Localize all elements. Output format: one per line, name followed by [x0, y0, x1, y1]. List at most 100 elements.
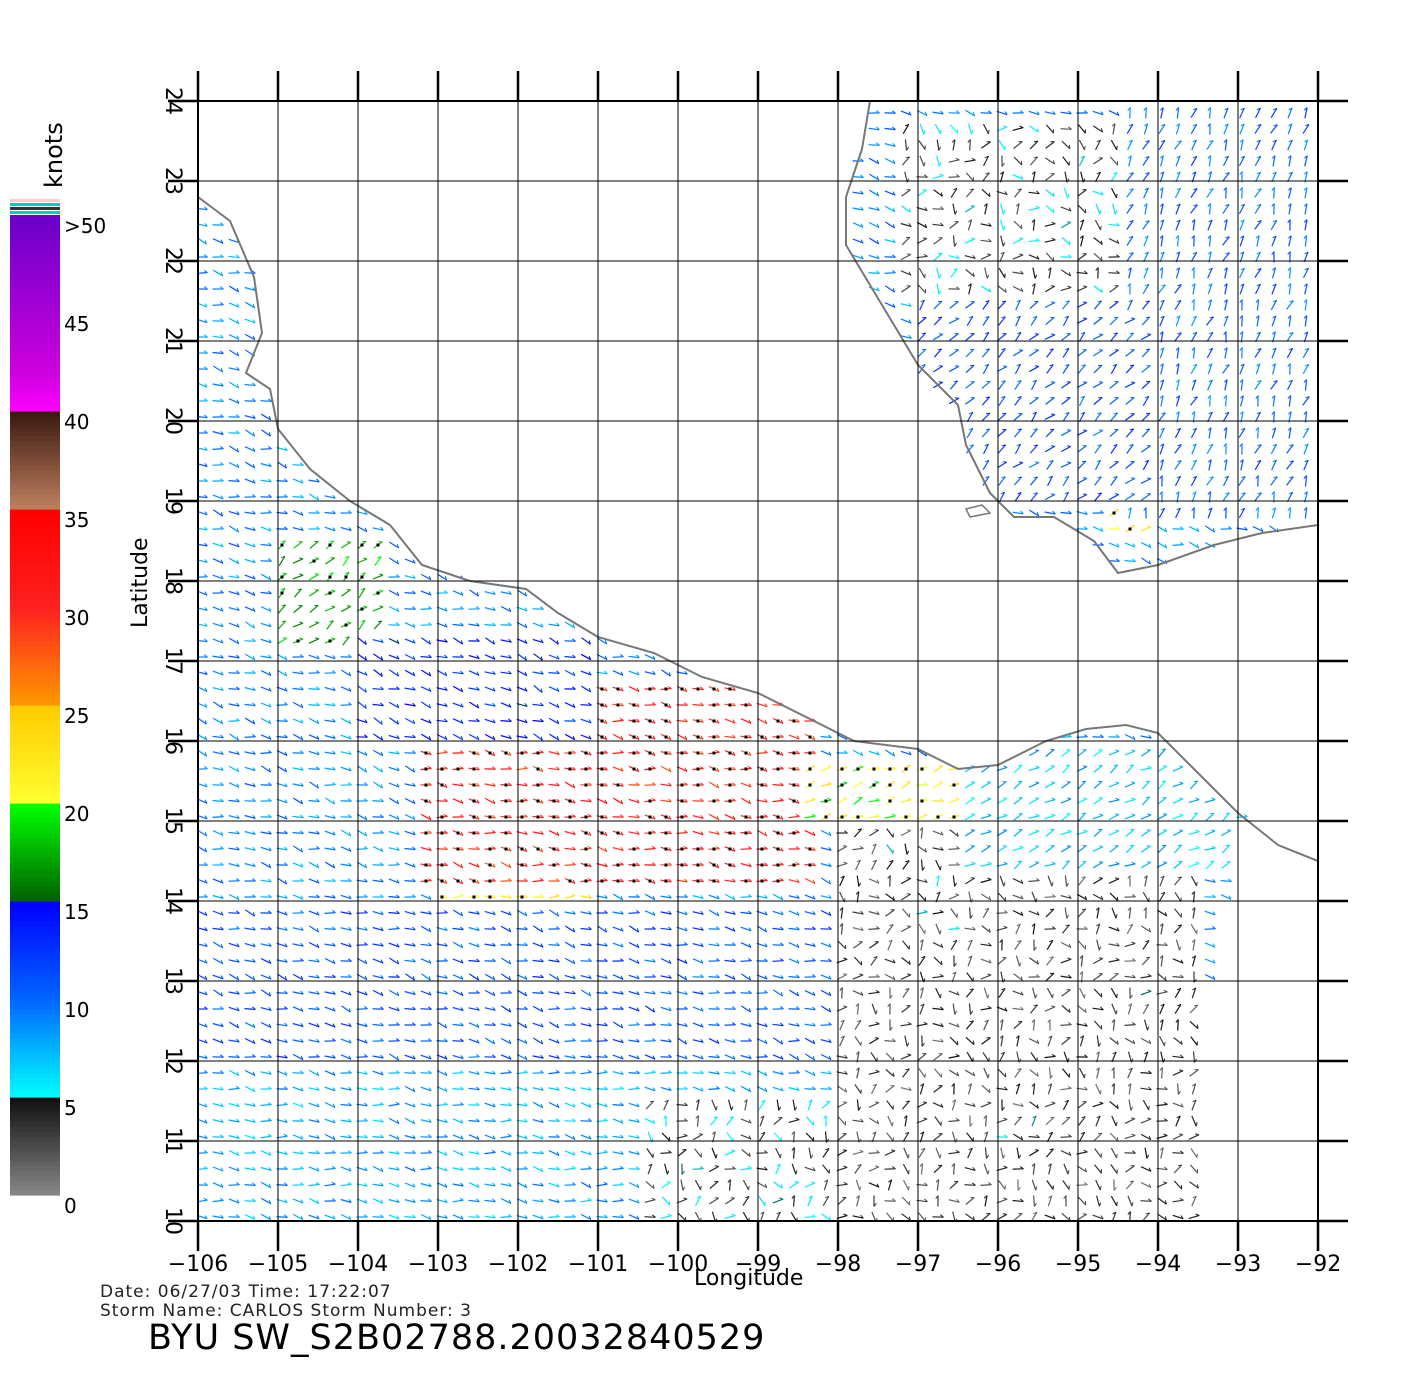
wind-vector [340, 1054, 352, 1060]
wind-vector-head [220, 239, 224, 244]
wind-vector [852, 238, 864, 244]
wind-vector-head [764, 703, 768, 707]
wind-vector-head [876, 255, 880, 259]
wind-vector-head [476, 943, 480, 948]
rain-flag [696, 863, 700, 867]
wind-vector-head [268, 398, 272, 402]
wind-vector-head [540, 623, 544, 628]
wind-vector-head [999, 939, 1003, 944]
wind-vector-head [604, 1134, 608, 1138]
rain-flag [888, 767, 892, 771]
wind-vector-head [427, 1150, 432, 1154]
wind-vector-head [220, 798, 224, 802]
wind-vector-head [763, 990, 768, 994]
wind-vector-head [556, 766, 560, 771]
wind-vector [1013, 156, 1023, 166]
colorbar-band [10, 812, 60, 819]
wind-vector [965, 1020, 975, 1030]
wind-vector [612, 926, 624, 932]
wind-vector-head [1003, 910, 1008, 914]
wind-vector-head [396, 1007, 400, 1011]
rain-flag [696, 719, 700, 723]
colorbar-band [10, 876, 60, 882]
wind-vector-head [764, 1087, 768, 1092]
wind-vector [932, 781, 944, 789]
wind-vector [228, 782, 240, 788]
wind-vector-head [620, 831, 624, 836]
wind-vector-head [329, 572, 334, 575]
wind-vector [612, 1135, 624, 1139]
wind-vector-head [204, 511, 208, 516]
wind-vector-head [428, 1198, 432, 1202]
rain-flag [584, 831, 588, 835]
wind-vector [932, 1039, 944, 1043]
colorbar-band [10, 886, 60, 892]
wind-vector-head [780, 751, 784, 756]
wind-vector-head [572, 943, 576, 949]
colorbar-band [10, 1052, 60, 1059]
wind-vector [228, 1149, 240, 1157]
wind-vector-head [620, 878, 624, 882]
wind-vector-head [252, 464, 256, 468]
wind-vector [836, 1101, 848, 1109]
wind-vector-head [460, 1022, 464, 1026]
wind-vector-head [412, 846, 416, 850]
rain-flag [744, 879, 748, 883]
rain-flag [680, 863, 684, 867]
wind-vector [920, 827, 924, 839]
wind-vector-head [604, 1022, 608, 1026]
wind-vector [244, 478, 256, 484]
wind-vector-head [873, 956, 878, 959]
wind-vector-head [556, 1086, 560, 1091]
wind-vector-head [364, 1086, 368, 1091]
wind-vector [793, 1147, 795, 1159]
wind-vector-head [620, 1214, 624, 1218]
wind-vector-head [684, 1102, 688, 1106]
wind-vector [436, 1166, 448, 1172]
rain-flag [872, 783, 876, 787]
wind-vector [532, 1101, 544, 1109]
wind-vector [533, 925, 543, 933]
wind-vector-head [1049, 1148, 1054, 1151]
wind-vector-head [682, 1186, 686, 1191]
wind-vector [548, 701, 560, 709]
wind-vector-head [603, 877, 608, 881]
wind-vector [886, 860, 894, 870]
wind-vector-head [796, 782, 800, 787]
wind-vector-head [251, 1054, 256, 1058]
wind-vector [756, 1181, 768, 1189]
colorbar-band [10, 930, 60, 936]
wind-vector-head [953, 187, 958, 191]
wind-vector-head [636, 1118, 640, 1123]
colorbar-band [10, 1057, 60, 1064]
wind-vector-head [444, 1038, 448, 1042]
wind-vector [756, 1038, 768, 1044]
rain-flag [712, 767, 716, 771]
wind-vector-head [988, 1088, 991, 1093]
wind-vector-head [540, 1215, 544, 1220]
wind-vector-head [363, 1150, 368, 1153]
wind-vector-head [796, 766, 800, 771]
wind-vector [292, 1134, 304, 1140]
wind-vector-head [748, 702, 752, 706]
wind-vector [580, 718, 592, 724]
wind-vector-head [345, 636, 350, 639]
wind-vector-head [860, 223, 864, 228]
wind-vector-head [791, 1195, 795, 1199]
wind-vector-head [603, 958, 608, 962]
rain-flag [728, 751, 732, 755]
wind-vector-head [903, 1115, 908, 1119]
wind-vector-head [937, 316, 942, 319]
wind-vector-head [236, 783, 240, 788]
wind-vector-head [540, 1118, 544, 1123]
wind-vector [792, 1099, 796, 1111]
wind-vector [980, 814, 992, 820]
wind-vector [564, 911, 576, 915]
wind-vector-head [412, 990, 416, 995]
wind-vector-head [571, 718, 576, 722]
wind-vector [612, 847, 624, 851]
colorbar-band [10, 979, 60, 985]
wind-vector [885, 285, 895, 293]
wind-vector-head [508, 1102, 512, 1106]
wind-vector [1028, 767, 1040, 771]
